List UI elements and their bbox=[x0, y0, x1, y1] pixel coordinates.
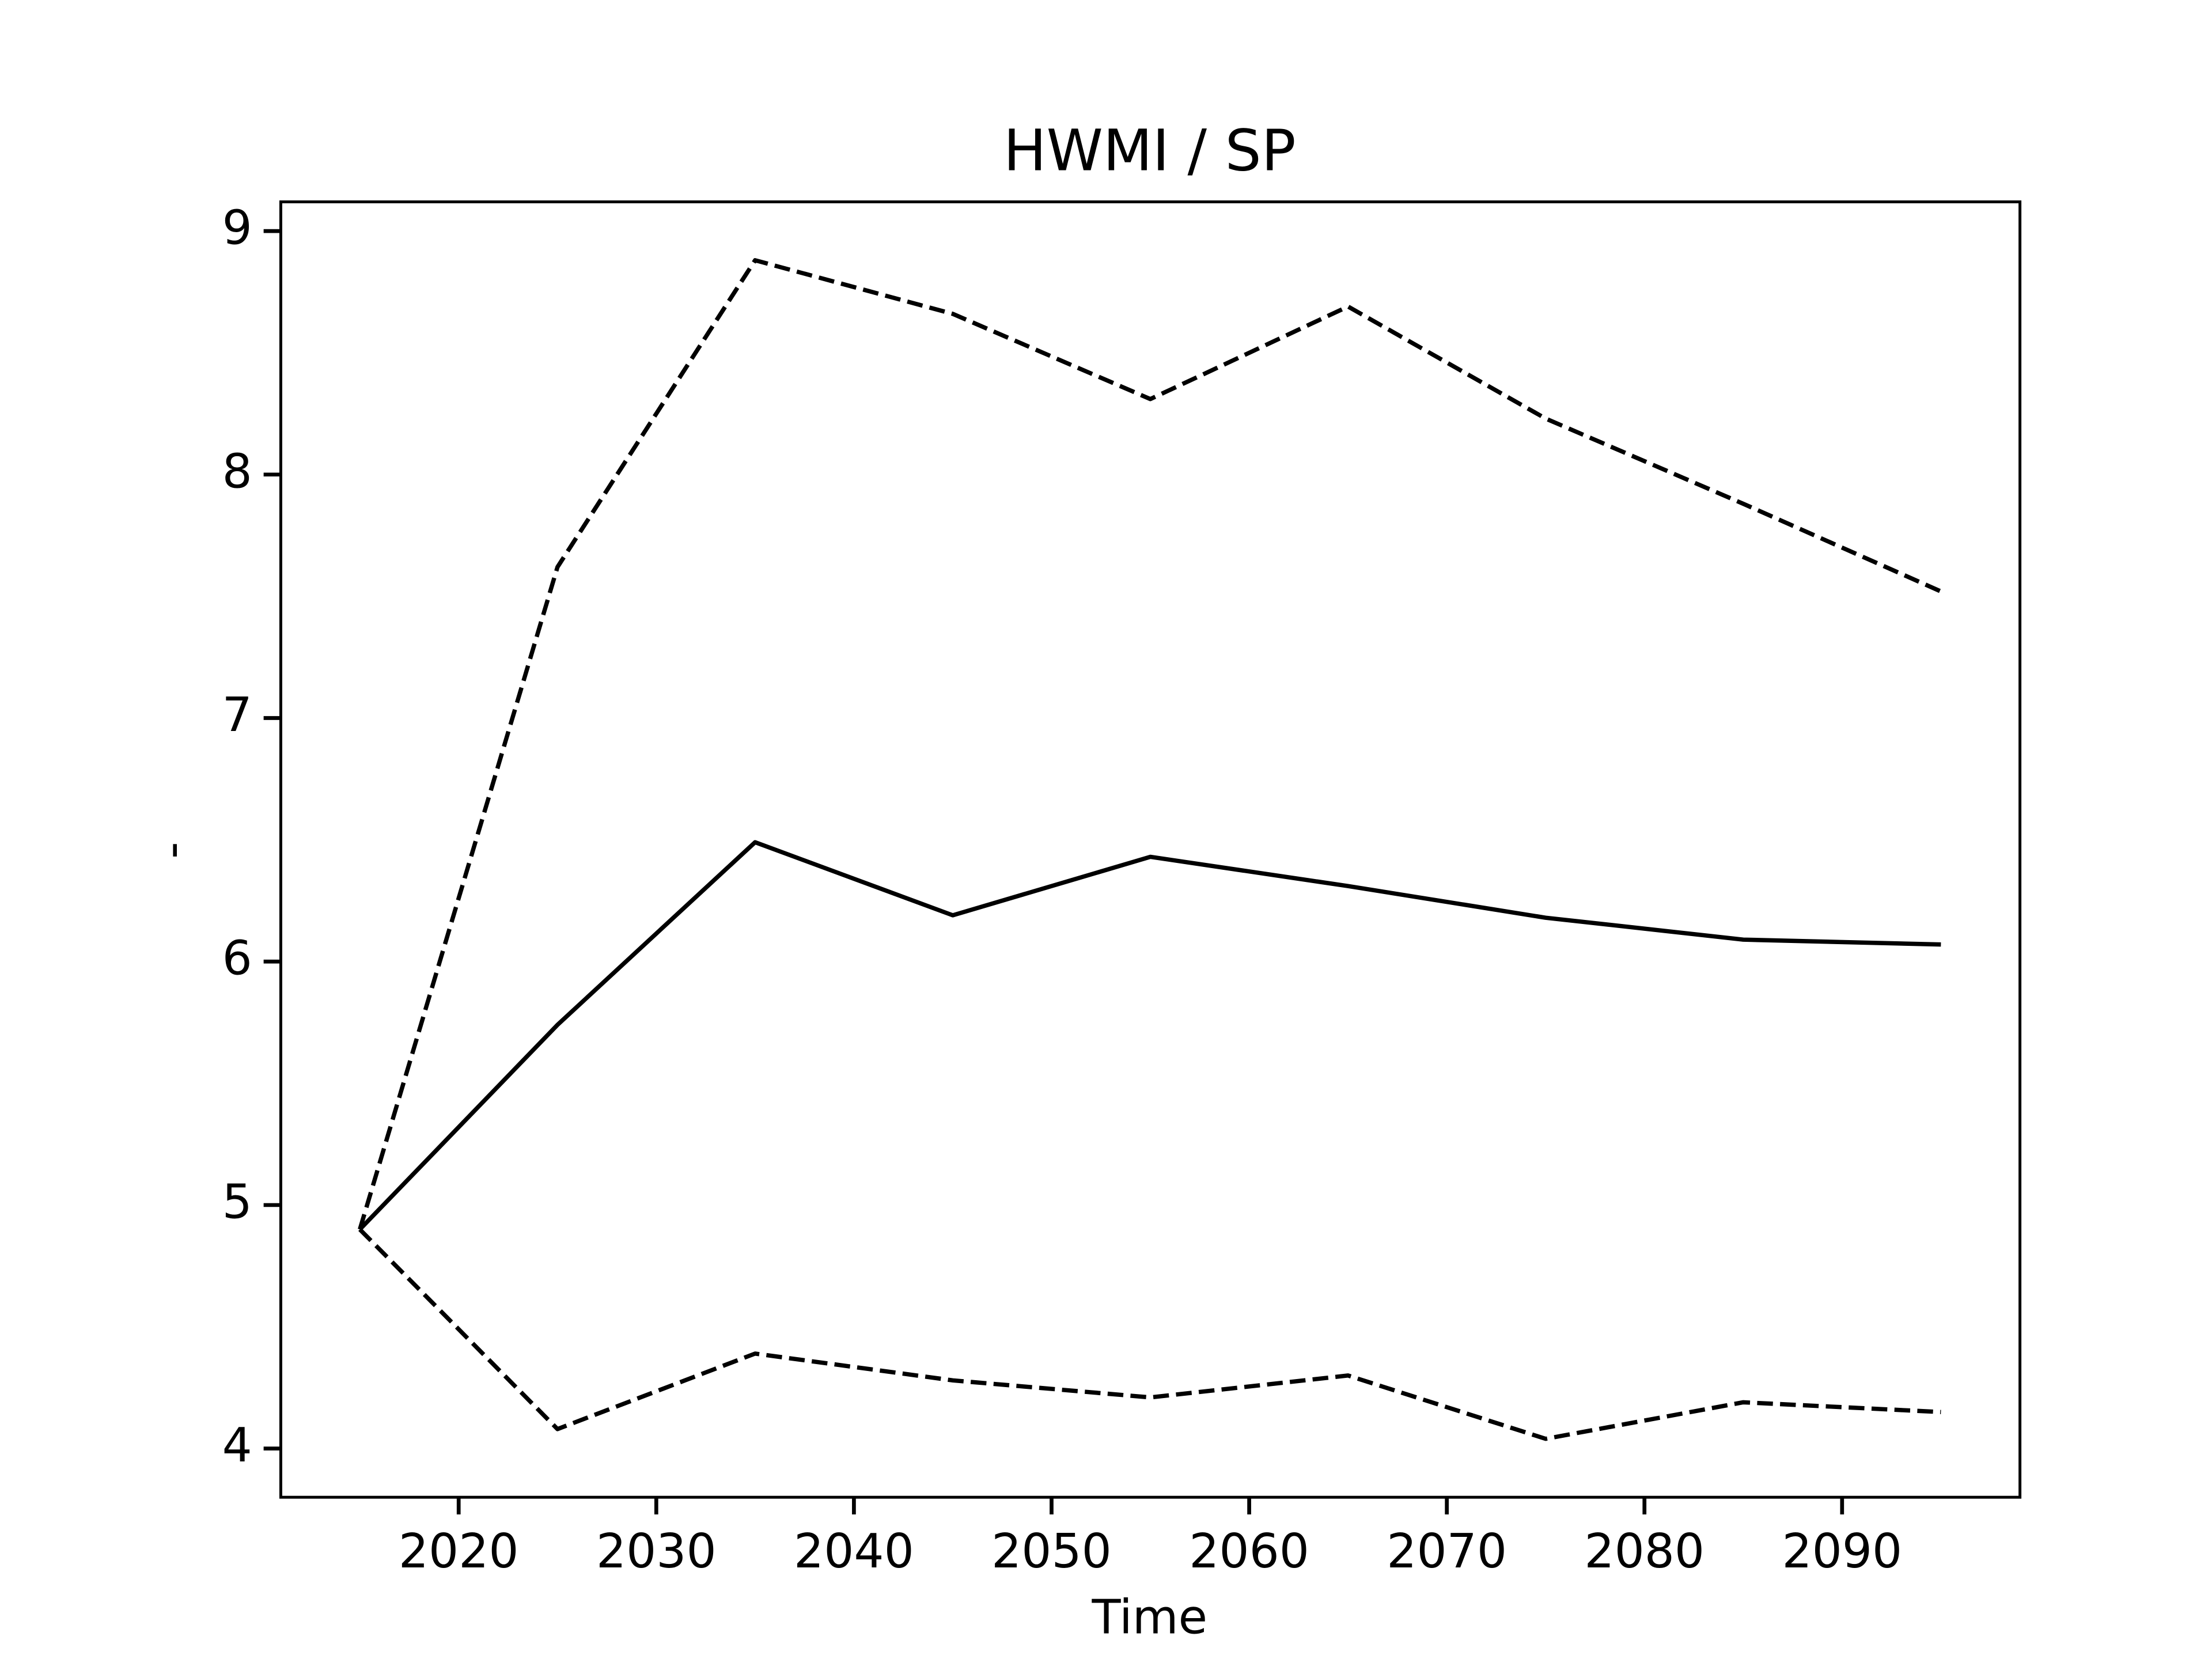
y-axis-label: - bbox=[145, 842, 199, 859]
x-tick-label: 2090 bbox=[1782, 1524, 1902, 1579]
x-tick-label: 2050 bbox=[991, 1524, 1112, 1579]
y-tick-label: 4 bbox=[222, 1418, 252, 1473]
x-axis-label: Time bbox=[1091, 1590, 1207, 1645]
series-line bbox=[358, 1228, 1941, 1441]
x-tick-label: 2080 bbox=[1584, 1524, 1705, 1579]
y-tick-label: 5 bbox=[222, 1175, 252, 1229]
series-line bbox=[358, 258, 1942, 1230]
x-tick-label: 2040 bbox=[794, 1524, 914, 1579]
chart-title: HWMI / SP bbox=[1003, 118, 1296, 184]
series-line bbox=[358, 840, 1941, 1231]
y-tick-label: 8 bbox=[222, 444, 252, 499]
x-tick-label: 2060 bbox=[1189, 1524, 1309, 1579]
x-tick-label: 2030 bbox=[596, 1524, 717, 1579]
y-tick-label: 6 bbox=[222, 931, 252, 986]
x-tick-label: 2070 bbox=[1387, 1524, 1507, 1579]
plot-frame bbox=[279, 200, 2022, 1499]
x-tick-label: 2020 bbox=[399, 1524, 519, 1579]
y-tick-label: 9 bbox=[222, 201, 252, 256]
y-tick-label: 7 bbox=[222, 688, 252, 743]
